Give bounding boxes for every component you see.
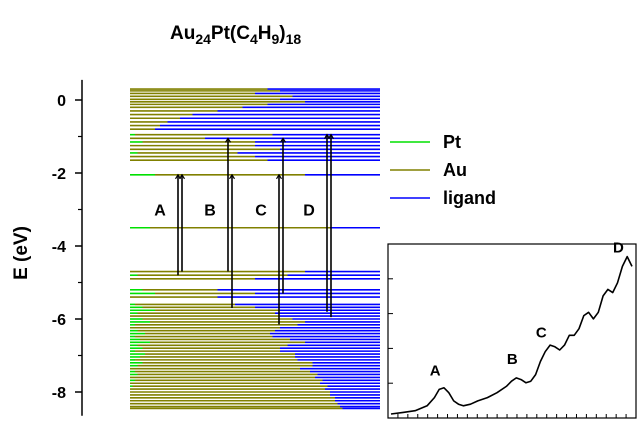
transition-label: C <box>255 203 267 220</box>
title-part: 18 <box>286 31 302 47</box>
absorption-spectrum-inset: A B C D <box>387 239 637 419</box>
title-part: 24 <box>195 31 211 47</box>
transition-A: A <box>154 173 186 276</box>
legend: Pt Au ligand <box>390 132 496 208</box>
arrow-head <box>178 173 186 180</box>
inset-frame <box>387 243 637 419</box>
y-axis-label: E (eV) <box>11 226 32 280</box>
title-part: ) <box>279 23 285 44</box>
transition-B: B <box>204 137 236 309</box>
peak-label-A: A <box>430 362 441 379</box>
arrow-head <box>224 137 232 143</box>
chart-title: Au24Pt(C4H9)18 <box>170 23 301 47</box>
transition-D: D <box>303 133 335 318</box>
arrow-head <box>275 173 283 180</box>
y-tick-label: 0 <box>57 93 66 110</box>
title-part: H <box>258 23 272 44</box>
title-part: 4 <box>250 31 258 47</box>
legend-item-Au: Au <box>390 160 467 180</box>
energy-levels <box>130 88 380 410</box>
spectrum-line <box>390 255 633 415</box>
legend-item-Pt: Pt <box>390 132 461 152</box>
y-axis: 0 -2 -4 -6 -8 <box>52 79 83 416</box>
transitions: A B C D <box>154 133 335 325</box>
transition-label: A <box>154 203 166 220</box>
legend-item-ligand: ligand <box>390 188 496 208</box>
title-part: Au <box>170 23 195 44</box>
arrow-head <box>279 137 287 143</box>
legend-label: ligand <box>443 188 496 208</box>
transition-label: D <box>303 203 315 220</box>
transition-C: C <box>255 137 287 325</box>
y-tick-label: -8 <box>52 385 66 402</box>
peak-label-C: C <box>536 325 547 342</box>
arrow-head <box>327 133 335 139</box>
peak-label-D: D <box>613 239 624 256</box>
legend-label: Au <box>443 160 467 180</box>
title-part: 9 <box>272 31 280 47</box>
legend-label: Pt <box>443 132 461 152</box>
y-tick-label: -4 <box>52 239 66 256</box>
peak-label-B: B <box>507 351 518 368</box>
y-tick-label: -6 <box>52 312 66 329</box>
y-tick-label: -2 <box>52 166 66 183</box>
arrow-head <box>228 173 236 180</box>
title-part: Pt(C <box>211 23 250 44</box>
transition-label: B <box>204 203 216 220</box>
